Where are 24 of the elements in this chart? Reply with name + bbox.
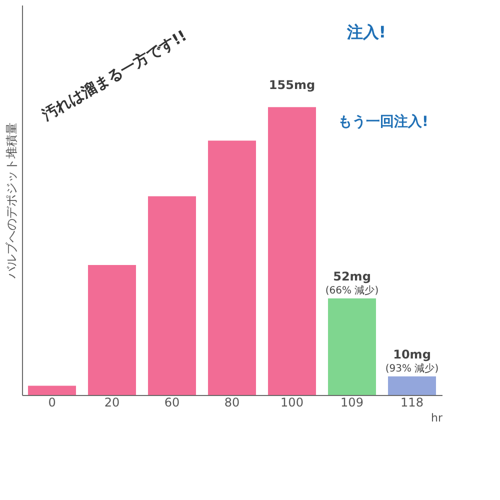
x-tick-label: 118 [400, 396, 424, 410]
annotation: 注入! [346, 22, 386, 42]
x-tick-label: 20 [104, 396, 120, 410]
bar [88, 265, 136, 395]
bar [208, 140, 256, 395]
x-tick-label: 60 [164, 396, 180, 410]
data-label: 52mg [333, 269, 371, 284]
x-tick-label: 80 [224, 396, 240, 410]
bar [328, 298, 376, 395]
bar [388, 376, 436, 395]
data-label: 10mg [393, 347, 431, 362]
annotation: (66% 減少) [325, 284, 379, 296]
x-tick-label: 0 [48, 396, 56, 410]
bar [268, 107, 316, 395]
data-label: 155mg [268, 78, 316, 92]
bar [28, 386, 76, 395]
annotation: 汚れは溜まる一方です!! [38, 26, 190, 124]
x-tick-label: 100 [280, 396, 304, 410]
x-axis-title: hr [431, 412, 443, 424]
annotation: もう一回注入! [338, 113, 428, 130]
bar [148, 196, 196, 395]
x-tick-label: 109 [340, 396, 364, 410]
y-axis-title: バルブへのデポジット堆積量 [4, 122, 18, 280]
annotation: (93% 減少) [385, 362, 439, 374]
